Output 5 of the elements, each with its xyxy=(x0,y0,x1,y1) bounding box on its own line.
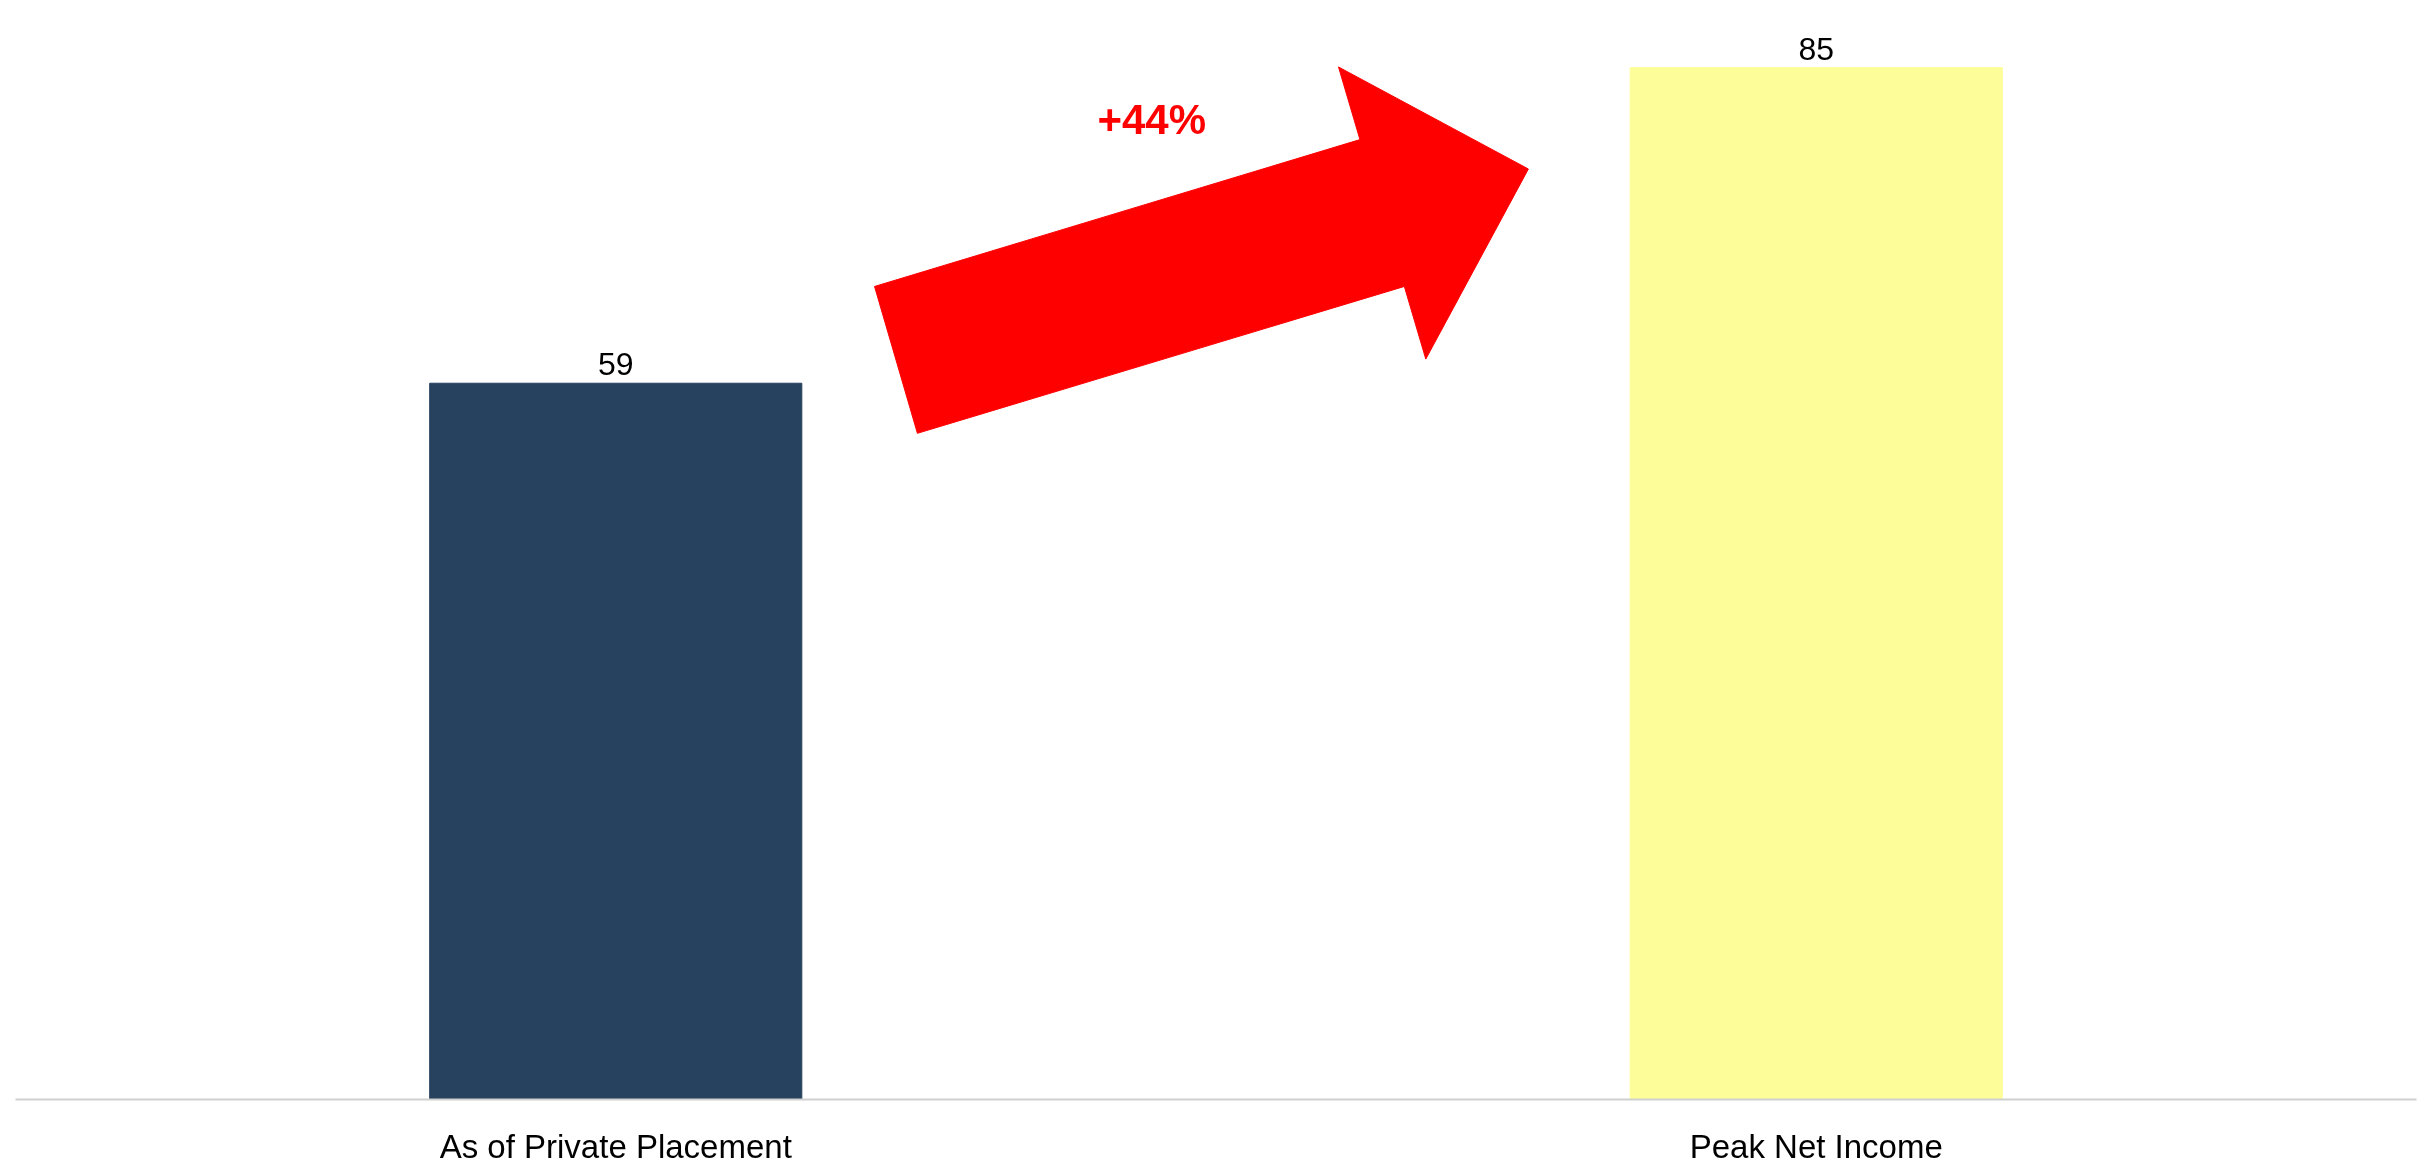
annotation: +44% xyxy=(1097,96,1206,144)
x-tick-label: As of Private Placement xyxy=(439,1127,792,1165)
data-label: 85 xyxy=(1798,30,1835,67)
data-label: 59 xyxy=(597,346,634,383)
x-tick-label: Peak Net Income xyxy=(1689,1127,1943,1165)
